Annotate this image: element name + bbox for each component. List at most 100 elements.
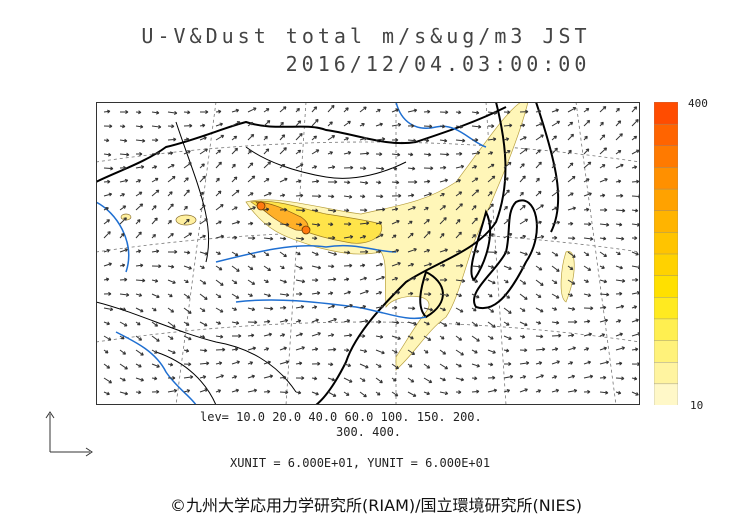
wind-arrow	[439, 124, 446, 129]
wind-arrow	[503, 335, 512, 341]
wind-arrow	[471, 110, 480, 115]
wind-arrow	[487, 124, 495, 129]
dust-patch	[175, 214, 197, 226]
wind-arrow	[487, 191, 493, 197]
wind-arrow	[327, 251, 337, 256]
wind-arrow	[183, 348, 190, 353]
wind-arrow	[231, 293, 240, 299]
wind-arrow	[247, 333, 255, 338]
wind-arrow	[567, 374, 576, 379]
wind-arrow	[391, 138, 399, 142]
wind-arrow	[263, 306, 274, 311]
wind-arrow	[151, 307, 157, 312]
wind-arrow	[407, 232, 414, 239]
wind-arrow	[455, 231, 462, 239]
wind-arrow	[279, 193, 286, 198]
wind-arrow	[327, 135, 336, 141]
wind-arrow	[407, 180, 418, 184]
wind-arrow	[359, 194, 366, 199]
wind-arrow	[375, 166, 385, 171]
wind-arrow	[407, 247, 417, 253]
wind-arrow	[199, 234, 206, 239]
wind-arrow	[455, 138, 466, 143]
wind-arrow	[295, 332, 303, 337]
wind-arrow	[599, 360, 610, 365]
wind-arrow	[119, 307, 127, 312]
wind-arrow	[327, 333, 335, 338]
wind-arrow	[615, 346, 626, 351]
wind-arrow	[631, 376, 638, 381]
wind-arrow	[215, 307, 224, 313]
wind-arrow	[263, 207, 270, 212]
wind-arrow	[487, 233, 495, 239]
wind-arrow	[359, 249, 369, 254]
dust-contour-light	[245, 102, 529, 371]
wind-arrow	[103, 391, 110, 396]
wind-arrow	[119, 248, 128, 253]
wind-arrow	[503, 348, 510, 353]
wind-arrow	[471, 177, 479, 183]
colorbar-max-label: 400	[688, 97, 708, 110]
wind-arrow	[567, 346, 576, 351]
wind-arrow	[247, 388, 258, 393]
wind-arrow	[279, 375, 287, 380]
wind-arrow	[167, 335, 174, 340]
wind-arrow	[455, 363, 462, 368]
colorbar-swatch	[654, 166, 678, 190]
wind-arrow	[631, 236, 638, 241]
wind-arrow	[423, 179, 431, 184]
wind-arrow	[391, 193, 402, 198]
wind-arrow	[439, 178, 449, 183]
wind-arrow	[567, 251, 576, 258]
wind-arrow	[103, 349, 109, 354]
wind-arrow	[519, 136, 527, 141]
wind-arrow	[503, 123, 513, 128]
wind-arrow	[599, 265, 605, 269]
wind-arrow	[599, 305, 607, 310]
wind-arrow	[119, 377, 126, 382]
borders	[96, 121, 407, 405]
wind-arrow	[567, 361, 574, 365]
wind-arrow	[135, 219, 141, 225]
wind-arrow	[327, 347, 337, 352]
wind-arrow	[103, 321, 110, 326]
wind-arrow	[279, 222, 290, 227]
wind-arrow	[471, 321, 479, 327]
wind-arrow	[279, 346, 287, 351]
wind-arrow	[135, 152, 143, 156]
wind-arrow	[199, 375, 207, 379]
colorbar-min-label: 10	[690, 399, 704, 412]
wind-arrow	[183, 177, 189, 183]
wind-arrow	[487, 219, 493, 225]
wind-arrow	[295, 236, 305, 241]
wind-arrow	[135, 321, 141, 326]
wind-arrow	[199, 279, 207, 285]
wind-arrow	[359, 334, 366, 339]
wind-arrow	[535, 361, 543, 365]
wind-arrow	[183, 110, 191, 115]
wind-arrow	[519, 123, 526, 128]
wind-arrow	[279, 265, 285, 270]
wind-arrow	[471, 205, 477, 211]
wind-arrow	[439, 335, 445, 340]
wind-arrow	[391, 152, 401, 157]
wind-arrow	[359, 234, 367, 239]
wind-arrow	[231, 265, 240, 272]
wind-arrow	[327, 179, 338, 184]
wind-arrow	[535, 279, 544, 286]
wind-arrow	[295, 179, 302, 184]
wind-arrow	[551, 206, 558, 211]
wind-arrow	[487, 279, 496, 285]
wind-arrow	[327, 222, 334, 227]
wind-arrow	[183, 362, 192, 367]
wind-arrow	[375, 391, 381, 396]
wind-vectors	[103, 104, 640, 398]
wind-arrow	[311, 376, 318, 381]
wind-arrow	[103, 152, 112, 157]
wind-arrow	[215, 204, 224, 211]
wind-arrow	[135, 363, 142, 368]
wind-arrow	[359, 377, 366, 382]
wind-arrow	[407, 363, 413, 368]
wind-arrow	[567, 221, 574, 226]
wind-arrow	[407, 262, 415, 267]
